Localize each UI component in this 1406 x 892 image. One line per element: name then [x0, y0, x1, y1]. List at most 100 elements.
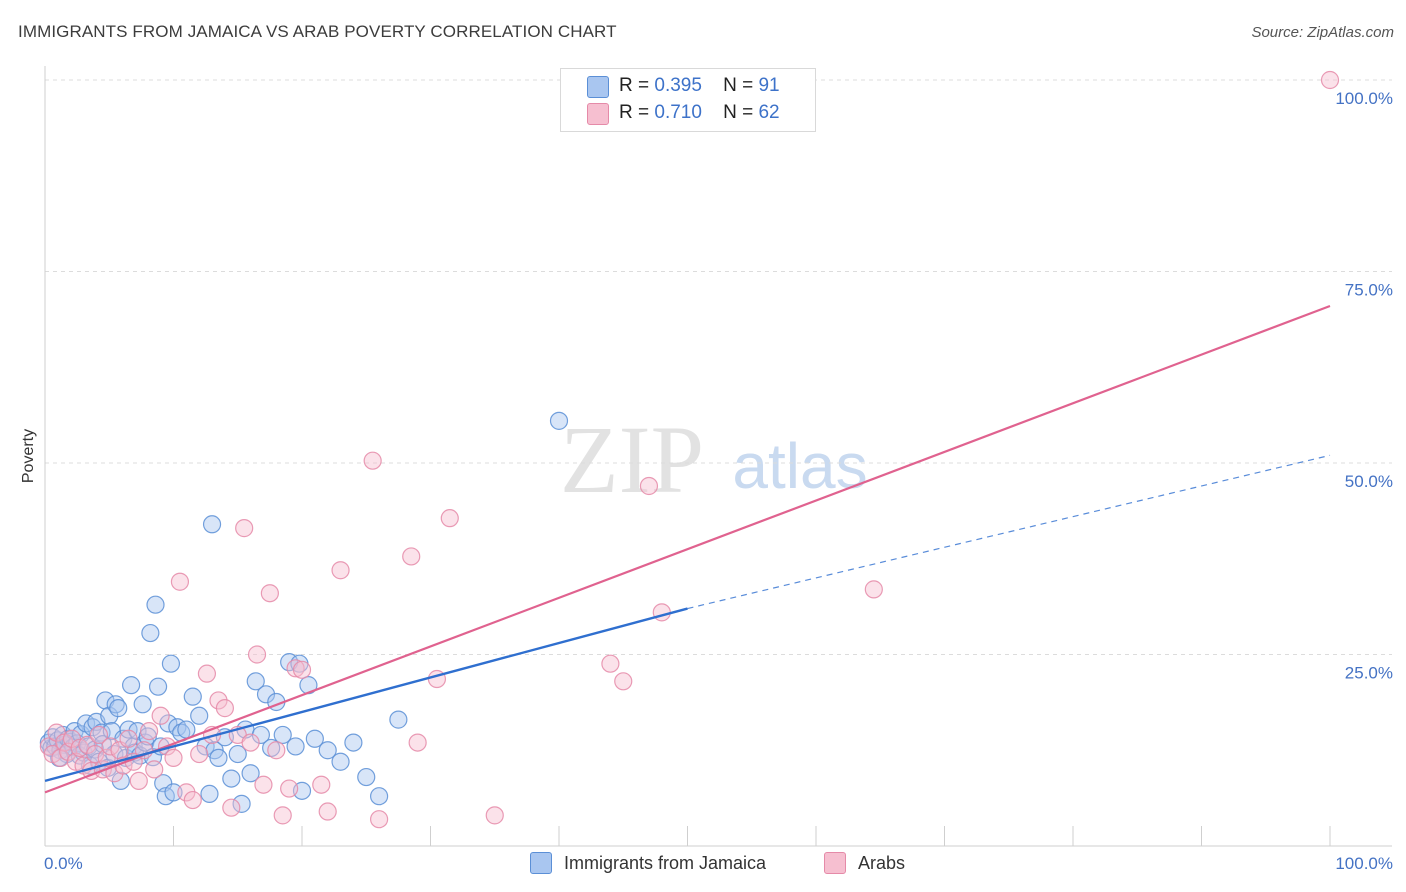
jamaica-point: [164, 783, 183, 802]
jamaica-point: [318, 741, 337, 760]
jamaica-point: [256, 685, 276, 704]
legend-item-arab: Arabs: [824, 852, 905, 874]
arab-point: [601, 654, 620, 673]
jamaica-trend-extension: [687, 454, 1331, 610]
legend-label-arab: Arabs: [858, 852, 906, 873]
legend-r-label: R =: [619, 75, 650, 96]
jamaica-point: [109, 699, 128, 718]
jamaica-trend-line: [44, 607, 688, 783]
jamaica-point: [121, 676, 141, 695]
chart-title: IMMIGRANTS FROM JAMAICA VS ARAB POVERTY …: [18, 22, 617, 41]
grid-lines: [45, 79, 1392, 655]
arab-point: [170, 572, 190, 591]
arab-point: [331, 561, 350, 580]
jamaica-point: [286, 737, 305, 756]
legend-r-label: R =: [619, 102, 650, 123]
jamaica-point: [119, 720, 138, 739]
legend-n-label: N =: [723, 75, 754, 96]
legend-r-value: 0.710: [654, 102, 702, 123]
legend-r-value: 0.395: [654, 75, 702, 96]
jamaica-point: [389, 710, 408, 729]
arab-point: [235, 519, 254, 538]
tick-labels: 25.0% 50.0% 75.0% 100.0% 0.0% 100.0%: [44, 89, 1393, 873]
arab-point: [485, 806, 504, 825]
arab-point: [151, 706, 170, 725]
arab-point: [139, 721, 159, 741]
arab-point: [89, 725, 109, 745]
jamaica-point: [148, 677, 168, 696]
jamaica-point: [146, 595, 165, 614]
jamaica-point: [183, 687, 202, 706]
arab-point: [241, 733, 260, 752]
legend-swatch-jamaica: [587, 76, 609, 98]
arab-point: [652, 603, 671, 622]
jamaica-point: [357, 767, 376, 787]
legend-item-jamaica: Immigrants from Jamaica: [530, 852, 766, 874]
jamaica-point: [222, 769, 241, 788]
y-tick-label: 50.0%: [1345, 472, 1393, 491]
stats-legend: R = 0.395 N = 91 R = 0.710 N = 62: [560, 68, 816, 132]
y-tick-label: 100.0%: [1335, 89, 1393, 108]
y-tick-label: 25.0%: [1345, 664, 1393, 683]
arab-point: [215, 699, 234, 718]
legend-n-label: N =: [723, 102, 754, 123]
jamaica-point: [241, 764, 260, 783]
arab-point: [408, 733, 427, 752]
jamaica-point: [161, 654, 181, 673]
jamaica-point: [133, 695, 152, 714]
arab-point: [183, 790, 202, 810]
arab-point: [363, 451, 382, 470]
jamaica-point: [370, 787, 389, 806]
jamaica-point: [190, 706, 209, 725]
arab-point: [222, 798, 241, 817]
arab-point: [190, 744, 209, 764]
arab-point: [164, 748, 183, 768]
jamaica-point: [200, 784, 219, 804]
x-tick-label: 100.0%: [1335, 854, 1393, 873]
jamaica-point: [228, 744, 247, 764]
arab-point: [273, 806, 292, 825]
jamaica-point: [202, 515, 222, 534]
jamaica-point: [159, 714, 178, 733]
arab-point: [267, 741, 286, 760]
arab-point: [119, 729, 138, 748]
jamaica-point: [331, 752, 350, 771]
arab-point: [639, 476, 659, 496]
arab-point: [78, 735, 97, 754]
jamaica-point: [232, 794, 251, 813]
jamaica-point: [305, 729, 324, 748]
series-arab-points: [39, 70, 1340, 829]
arab-point: [101, 737, 120, 756]
legend-n-value: 62: [758, 102, 780, 123]
legend-n-value: 91: [758, 75, 780, 96]
arab-point: [197, 664, 217, 683]
arab-point: [145, 760, 164, 779]
arab-point: [62, 729, 82, 748]
arab-point: [370, 810, 389, 829]
arab-point: [312, 775, 331, 794]
arab-point: [292, 660, 312, 679]
jamaica-point: [141, 623, 160, 643]
trend-lines: [44, 304, 1331, 794]
jamaica-point: [344, 733, 363, 752]
arab-point: [440, 509, 459, 528]
legend-label-jamaica: Immigrants from Jamaica: [564, 852, 767, 873]
legend-swatch-arab: [587, 103, 609, 125]
arab-point: [318, 802, 337, 821]
legend-swatch-arab: [824, 852, 846, 874]
arab-point: [47, 723, 66, 742]
legend-row-jamaica: R = 0.395 N = 91: [619, 75, 780, 97]
jamaica-point: [549, 411, 569, 430]
y-tick-label: 75.0%: [1345, 281, 1393, 300]
arab-point: [1320, 70, 1340, 90]
jamaica-point: [251, 725, 270, 745]
arab-point: [247, 645, 267, 664]
x-tick-label: 0.0%: [44, 854, 83, 873]
jamaica-point: [273, 725, 292, 745]
arab-point: [260, 584, 279, 603]
arab-point: [86, 744, 105, 764]
arab-trend-line: [44, 304, 1331, 794]
arab-point: [129, 771, 148, 790]
arab-point: [864, 580, 883, 599]
